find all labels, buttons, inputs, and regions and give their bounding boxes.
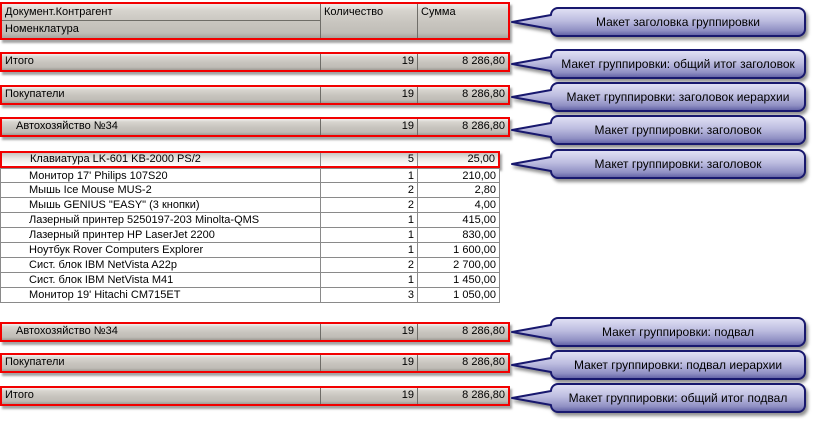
item-sum: 25,00	[417, 153, 498, 166]
item-qty: 1	[320, 169, 417, 183]
header-cell-contractor: Документ.Контрагент	[2, 4, 320, 21]
item-sum: 210,00	[417, 169, 499, 183]
group-row-total-footer[interactable]: Итого 19 8 286,80	[0, 386, 510, 406]
group-qty: 19	[320, 54, 417, 70]
group-label: Итого	[5, 389, 34, 401]
callout-8: Макет группировки: общий итог подвал	[509, 380, 811, 416]
item-name: Мышь GENIUS "EASY" (3 кнопки)	[29, 199, 200, 211]
callout-5: Макет группировки: заголовок	[509, 146, 811, 182]
callout-label: Макет группировки: заголовок	[595, 123, 763, 137]
item-row[interactable]: Мышь GENIUS "EASY" (3 кнопки) 2 4,00	[0, 198, 500, 213]
header-cell-sum: Сумма	[417, 4, 508, 38]
group-qty: 19	[320, 324, 417, 340]
item-row[interactable]: Монитор 19' Hitachi CM715ET 3 1 050,00	[0, 288, 500, 303]
item-row[interactable]: Лазерный принтер 5250197-203 Minolta-QMS…	[0, 213, 500, 228]
group-qty: 19	[320, 87, 417, 103]
item-name: Лазерный принтер 5250197-203 Minolta-QMS	[29, 214, 260, 226]
item-name: Сист. блок IBM NetVista A22p	[29, 259, 177, 271]
item-name: Клавиатура LK-601 KB-2000 PS/2	[30, 153, 201, 165]
group-row-group-footer[interactable]: Автохозяйство №34 19 8 286,80	[0, 322, 510, 342]
item-qty: 3	[320, 288, 417, 302]
item-qty: 1	[320, 228, 417, 242]
item-qty: 2	[320, 258, 417, 272]
callout-4: Макет группировки: заголовок	[509, 112, 811, 148]
item-row[interactable]: Ноутбук Rover Computers Explorer 1 1 600,0…	[0, 243, 500, 258]
callout-bubble-shape	[511, 49, 806, 79]
callout-bubble-shape	[511, 317, 806, 347]
group-label: Автохозяйство №34	[16, 325, 118, 337]
callout-label: Макет группировки: подвал	[602, 325, 754, 339]
group-sum: 8 286,80	[417, 119, 508, 135]
item-row[interactable]: Мышь Ice Mouse MUS-2 2 2,80	[0, 183, 500, 198]
item-qty: 1	[320, 273, 417, 287]
item-name: Монитор 17' Philips 107S20	[29, 170, 168, 182]
group-qty: 19	[320, 388, 417, 404]
header-column-grouping: Документ.Контрагент Номенклатура	[2, 4, 320, 38]
item-name: Ноутбук Rover Computers Explorer	[29, 244, 204, 256]
group-sum: 8 286,80	[417, 54, 508, 70]
callout-6: Макет группировки: подвал	[509, 314, 811, 350]
item-row[interactable]: Лазерный принтер HP LaserJet 2200 1 830,00	[0, 228, 500, 243]
item-qty: 1	[320, 213, 417, 227]
item-qty: 2	[320, 198, 417, 212]
callout-bubble-shape	[511, 7, 806, 37]
group-qty: 19	[320, 355, 417, 371]
callout-1: Макет заголовка группировки	[509, 4, 811, 40]
item-sum: 4,00	[417, 198, 499, 212]
item-row[interactable]: Монитор 17' Philips 107S20 1 210,00	[0, 168, 500, 183]
callout-2: Макет группировки: общий итог заголовок	[509, 46, 811, 82]
header-cell-quantity: Количество	[320, 4, 417, 38]
item-sum: 1 600,00	[417, 243, 499, 257]
item-sum: 1 450,00	[417, 273, 499, 287]
group-sum: 8 286,80	[417, 324, 508, 340]
callout-label: Макет заголовка группировки	[596, 15, 760, 29]
detail-table: Клавиатура LK-601 KB-2000 PS/2 5 25,00 Мони…	[0, 151, 510, 303]
group-row-hierarchy-header[interactable]: Покупатели 19 8 286,80	[0, 85, 510, 105]
callout-bubble-shape	[511, 149, 806, 179]
callout-label: Макет группировки: общий итог заголовок	[561, 57, 795, 71]
item-name: Сист. блок IBM NetVista M41	[29, 274, 174, 286]
group-row-group-header[interactable]: Автохозяйство №34 19 8 286,80	[0, 117, 510, 137]
group-row-hierarchy-footer[interactable]: Покупатели 19 8 286,80	[0, 353, 510, 373]
group-label: Покупатели	[5, 356, 65, 368]
group-sum: 8 286,80	[417, 87, 508, 103]
callout-3: Макет группировки: заголовок иерархии	[509, 79, 811, 115]
group-label: Итого	[5, 55, 34, 67]
item-sum: 2 700,00	[417, 258, 499, 272]
group-sum: 8 286,80	[417, 355, 508, 371]
item-qty: 5	[320, 153, 417, 166]
header-cell-nomenclature: Номенклатура	[5, 23, 79, 35]
callout-label: Макет группировки: общий итог подвал	[569, 391, 788, 405]
table-header-block: Документ.Контрагент Номенклатура Количес…	[0, 2, 510, 40]
group-qty: 19	[320, 119, 417, 135]
group-label: Автохозяйство №34	[16, 120, 118, 132]
item-row[interactable]: Сист. блок IBM NetVista A22p 2 2 700,00	[0, 258, 500, 273]
callout-label: Макет группировки: подвал иерархии	[574, 358, 782, 372]
item-name: Монитор 19' Hitachi CM715ET	[29, 289, 181, 301]
item-row[interactable]: Сист. блок IBM NetVista M41 1 1 450,00	[0, 273, 500, 288]
group-row-total-header[interactable]: Итого 19 8 286,80	[0, 52, 510, 72]
group-sum: 8 286,80	[417, 388, 508, 404]
callout-7: Макет группировки: подвал иерархии	[509, 347, 811, 383]
item-sum: 1 050,00	[417, 288, 499, 302]
item-sum: 830,00	[417, 228, 499, 242]
callout-label: Макет группировки: заголовок	[595, 157, 763, 171]
callout-bubble-shape	[511, 82, 806, 112]
callout-bubble-shape	[511, 350, 806, 380]
item-name: Мышь Ice Mouse MUS-2	[29, 184, 152, 196]
callout-label: Макет группировки: заголовок иерархии	[567, 90, 790, 104]
callout-bubble-shape	[511, 115, 806, 145]
item-sum: 415,00	[417, 213, 499, 227]
item-qty: 2	[320, 183, 417, 197]
item-name: Лазерный принтер HP LaserJet 2200	[29, 229, 215, 241]
callout-bubble-shape	[511, 383, 806, 413]
item-row[interactable]: Клавиатура LK-601 KB-2000 PS/2 5 25,00	[0, 151, 500, 168]
group-label: Покупатели	[5, 88, 65, 100]
item-sum: 2,80	[417, 183, 499, 197]
item-qty: 1	[320, 243, 417, 257]
